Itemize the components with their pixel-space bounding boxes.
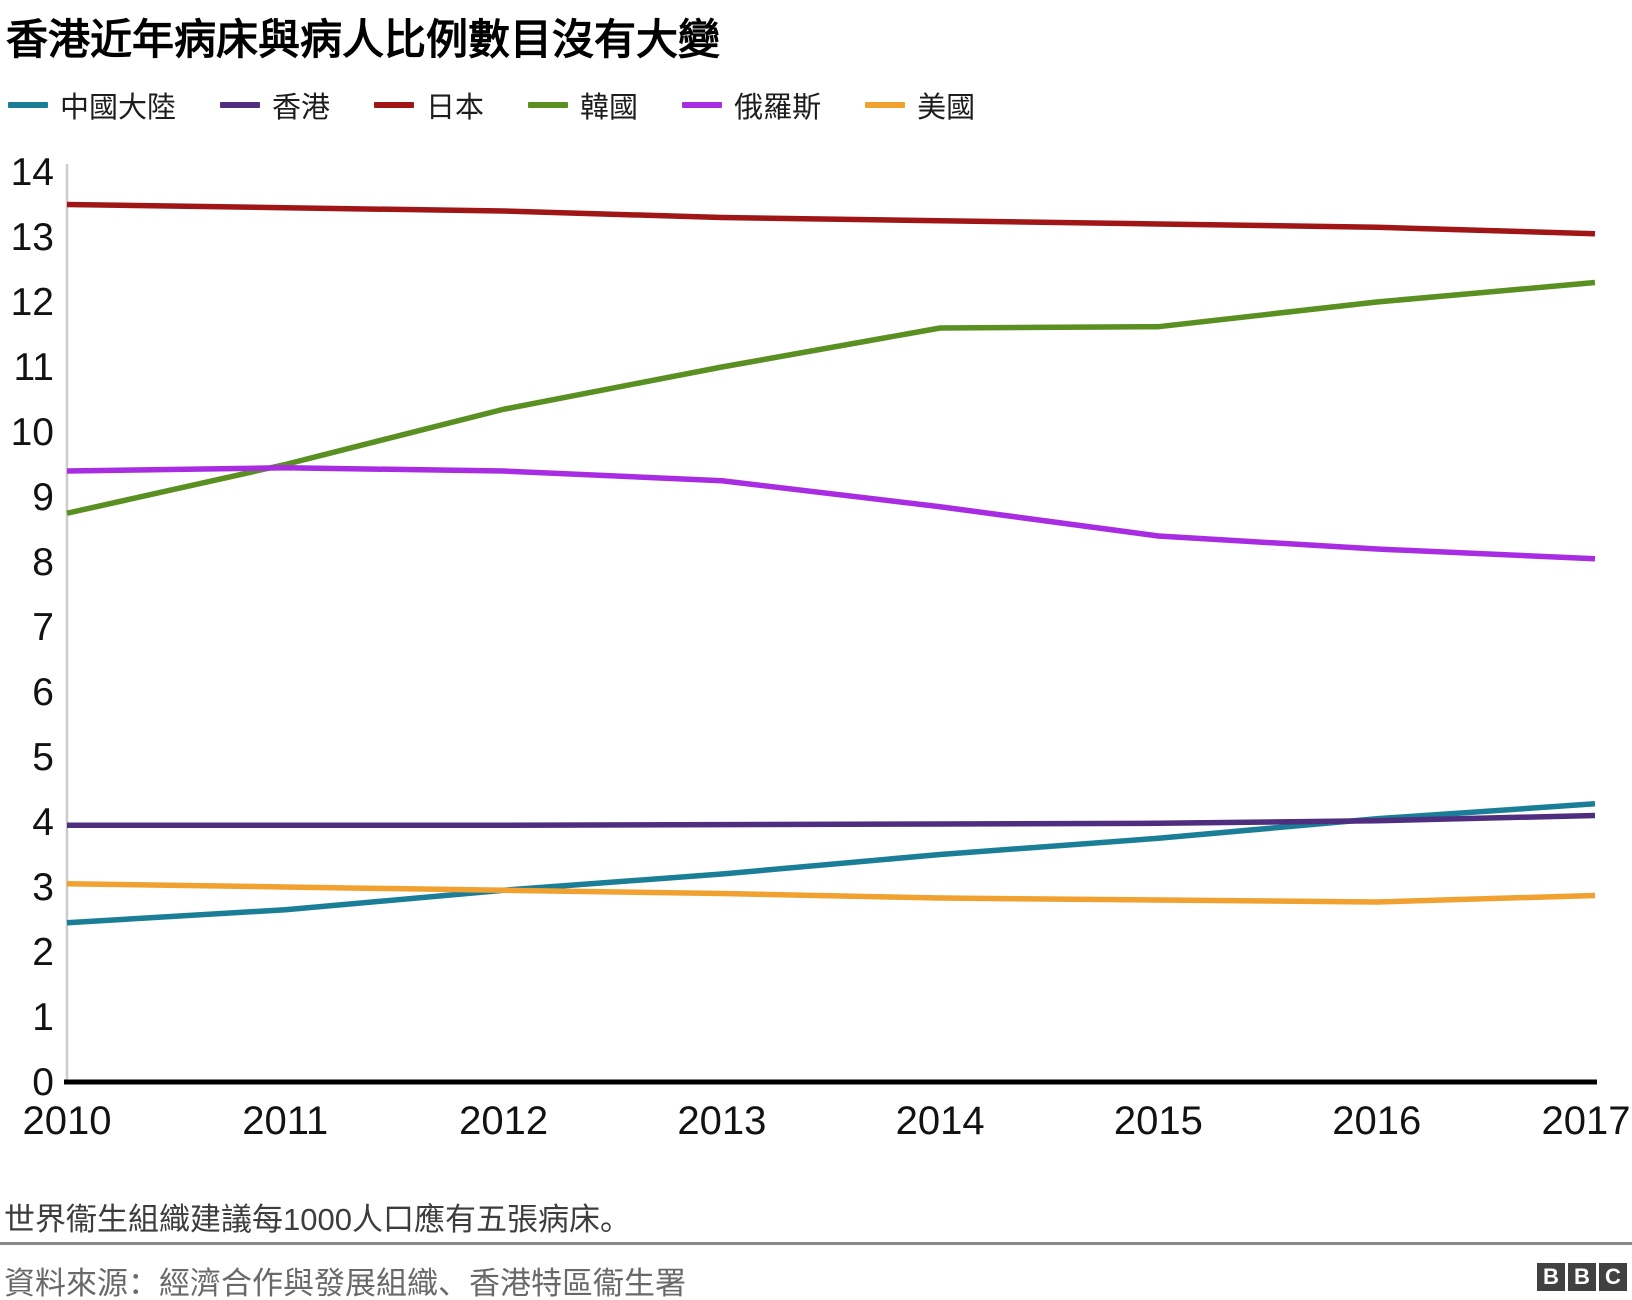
legend-swatch-russia (682, 102, 723, 108)
legend-label-russia: 俄羅斯 (734, 92, 822, 124)
y-tick-label: 13 (11, 216, 54, 259)
x-tick-label: 2012 (459, 1099, 548, 1143)
y-tick-label: 3 (32, 866, 54, 909)
x-tick-label: 2013 (677, 1099, 766, 1143)
y-tick-label: 10 (11, 411, 54, 454)
x-tick-label: 2017 (1542, 1099, 1631, 1143)
chart-footnote: 世界衞生組織建議每1000人口應有五張病床。 (4, 1202, 631, 1237)
bbc-logo-letter: C (1599, 1263, 1627, 1291)
legend-label-south-korea: 韓國 (580, 92, 639, 124)
legend-swatch-hong-kong (220, 102, 261, 108)
legend-swatch-mainland-china (8, 102, 48, 108)
legend-item-russia: 俄羅斯 (682, 84, 821, 126)
y-tick-label: 2 (32, 931, 54, 974)
x-tick-label: 2011 (242, 1099, 328, 1143)
y-tick-label: 14 (11, 151, 54, 194)
y-tick-label: 1 (32, 996, 54, 1039)
y-tick-label: 5 (32, 736, 54, 779)
y-tick-label: 11 (14, 346, 55, 389)
series-line-usa (66, 881, 1596, 905)
legend-item-south-korea: 韓國 (528, 84, 638, 126)
chart-legend: 中國大陸 香港 日本 韓國 俄羅斯 美國 (8, 84, 975, 126)
footer-divider (0, 1242, 1632, 1245)
legend-swatch-japan (374, 102, 415, 108)
y-tick-label: 9 (32, 476, 54, 519)
source-credit: 資料來源：經濟合作與發展組織、香港特區衞生署 (4, 1266, 686, 1300)
legend-label-usa: 美國 (917, 92, 976, 124)
bbc-logo-letter: B (1537, 1263, 1565, 1291)
legend-item-japan: 日本 (374, 84, 484, 126)
y-tick-label: 8 (32, 541, 54, 584)
y-tick-label: 4 (32, 801, 54, 844)
series-line-south-korea (66, 279, 1596, 516)
x-tick-label: 2014 (896, 1099, 985, 1143)
x-tick-label: 2015 (1114, 1099, 1203, 1143)
legend-item-hong-kong: 香港 (220, 84, 330, 126)
legend-swatch-south-korea (528, 102, 569, 108)
legend-item-mainland-china: 中國大陸 (8, 84, 176, 126)
series-line-russia (66, 465, 1596, 562)
y-tick-label: 12 (11, 281, 54, 324)
legend-item-usa: 美國 (865, 84, 975, 126)
bbc-logo: B B C (1537, 1263, 1627, 1291)
legend-label-mainland-china: 中國大陸 (60, 92, 177, 124)
y-tick-label: 6 (32, 671, 54, 714)
x-tick-label: 2016 (1332, 1099, 1421, 1143)
series-line-hong-kong (67, 812, 1596, 828)
legend-swatch-usa (865, 102, 906, 108)
bbc-logo-letter: B (1568, 1263, 1596, 1291)
legend-label-japan: 日本 (426, 92, 485, 124)
x-tick-label: 2010 (23, 1099, 112, 1143)
page-title: 香港近年病床與病人比例數目沒有大變 (6, 16, 721, 63)
series-line-japan (66, 201, 1596, 237)
y-tick-label: 0 (32, 1061, 54, 1104)
y-tick-label: 7 (32, 606, 54, 649)
legend-label-hong-kong: 香港 (272, 92, 331, 124)
